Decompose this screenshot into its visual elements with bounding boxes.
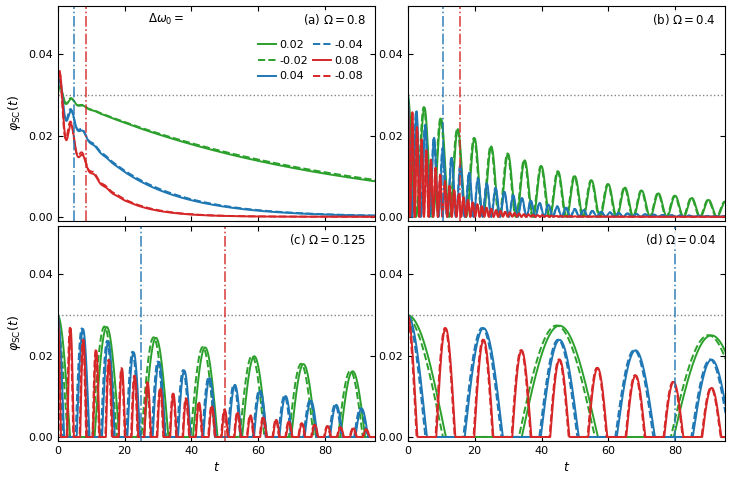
- Text: (c) $\Omega =0.125$: (c) $\Omega =0.125$: [289, 232, 366, 247]
- Text: (b) $\Omega =0.4$: (b) $\Omega =0.4$: [652, 12, 716, 27]
- X-axis label: $t$: $t$: [563, 461, 570, 474]
- Y-axis label: $\varphi_{\mathrm{SC}}(t)$: $\varphi_{\mathrm{SC}}(t)$: [6, 95, 23, 131]
- Legend: 0.02, -0.02, 0.04, -0.04, 0.08, -0.08: 0.02, -0.02, 0.04, -0.04, 0.08, -0.08: [254, 37, 367, 85]
- Text: (d) $\Omega =0.04$: (d) $\Omega =0.04$: [645, 232, 716, 247]
- Text: (a) $\Omega =0.8$: (a) $\Omega =0.8$: [303, 12, 366, 27]
- X-axis label: $t$: $t$: [213, 461, 220, 474]
- Y-axis label: $\varphi_{\mathrm{SC}}(t)$: $\varphi_{\mathrm{SC}}(t)$: [6, 315, 23, 351]
- Text: $\Delta\omega_0 =$: $\Delta\omega_0 =$: [148, 12, 185, 27]
